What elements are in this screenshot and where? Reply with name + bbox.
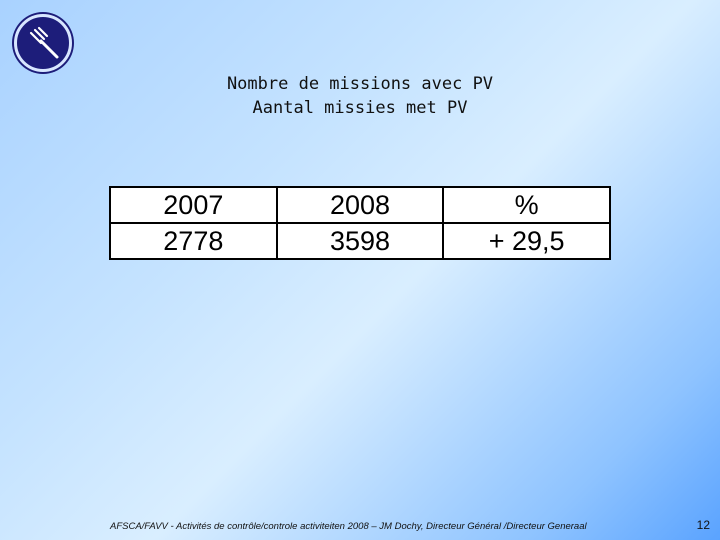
header-cell-percent: % [442,186,611,224]
value-cell-2008: 3598 [275,222,445,260]
title-dutch: Aantal missies met PV [252,98,468,118]
header-cell-2007: 2007 [109,186,278,224]
missions-table: 2007 2008 % 2778 3598 + 29,5 [109,186,611,260]
title-french: Nombre de missions avec PV [226,74,494,94]
fork-emblem-icon [29,26,59,59]
value-cell-percent: + 29,5 [442,222,611,260]
table-header-row: 2007 2008 % [109,186,611,224]
value-cell-2007: 2778 [109,222,278,260]
slide-title: Nombre de missions avec PV Aantal missie… [0,72,720,120]
agency-logo [14,14,72,72]
table-row: 2778 3598 + 29,5 [109,222,611,260]
slide-footer: AFSCA/FAVV - Activités de contrôle/contr… [110,521,587,532]
header-cell-2008: 2008 [275,186,445,224]
page-number: 12 [696,518,710,532]
